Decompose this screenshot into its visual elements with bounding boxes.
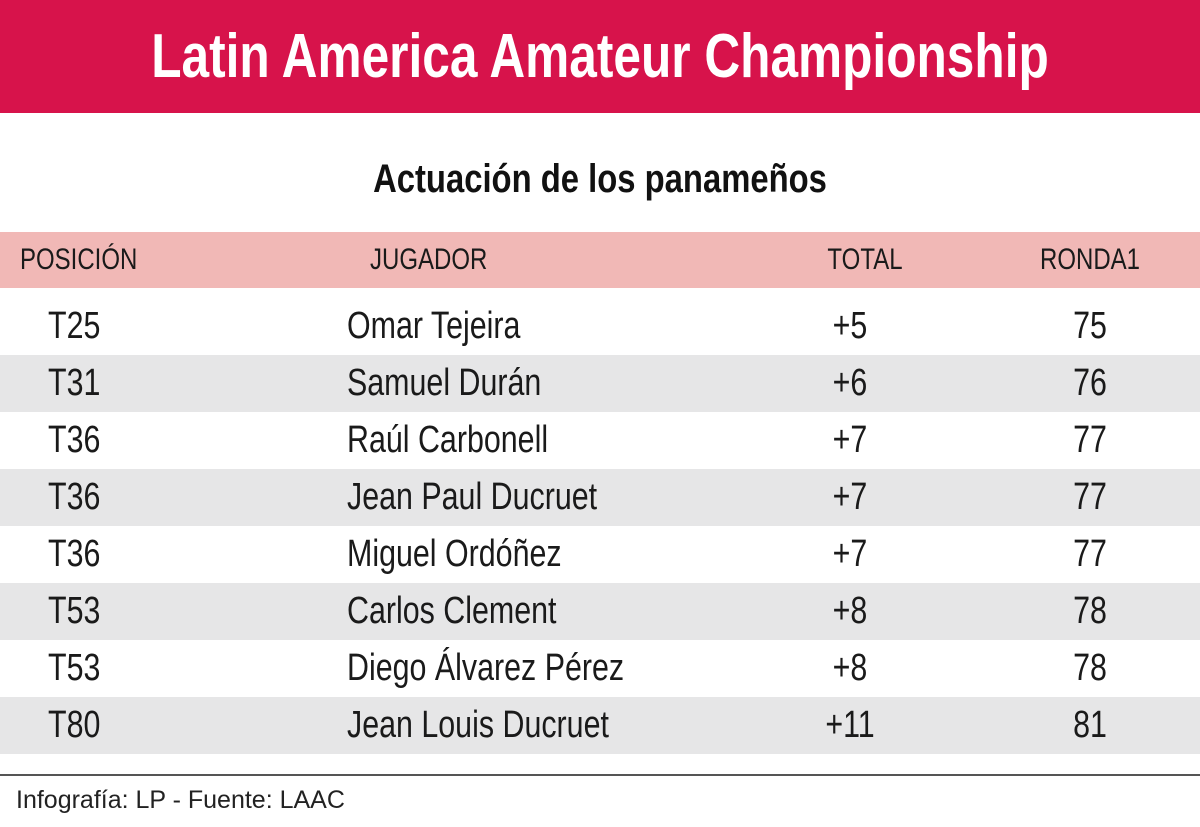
title: Latin America Amateur Championship <box>151 22 1049 91</box>
title-banner <box>0 0 1200 113</box>
table-cell: T53 <box>48 647 101 689</box>
table-cell: T31 <box>48 362 101 404</box>
column-header: POSICIÓN <box>20 243 138 276</box>
table-row: T25 Omar Tejeira +5 75 <box>0 298 1200 355</box>
table-row: T36 Jean Paul Ducruet +7 77 <box>0 469 1200 526</box>
table-cell: T36 <box>48 533 101 575</box>
table-cell: Diego Álvarez Pérez <box>347 647 625 689</box>
table-cell: +11 <box>825 704 875 746</box>
table-cell: 78 <box>1073 647 1107 689</box>
table-cell: +7 <box>832 533 868 575</box>
table-row: T36 Raúl Carbonell +7 77 <box>0 412 1200 469</box>
table-header: POSICIÓN JUGADOR TOTAL RONDA1 <box>0 232 1200 288</box>
table-row: T80 Jean Louis Ducruet +11 81 <box>0 697 1200 754</box>
table-cell: T36 <box>48 476 101 518</box>
subtitle: Actuación de los panameños <box>373 157 827 201</box>
table-cell: +6 <box>832 362 868 404</box>
column-header: TOTAL <box>827 243 903 276</box>
table-cell: +8 <box>832 647 868 689</box>
footer-rule <box>0 774 1200 776</box>
table-cell: T36 <box>48 419 101 461</box>
table-row: T36 Miguel Ordóñez +7 77 <box>0 526 1200 583</box>
table-cell: 81 <box>1073 704 1107 746</box>
table-cell: 77 <box>1073 533 1107 575</box>
table-cell: Miguel Ordóñez <box>347 533 562 575</box>
table-cell: T53 <box>48 590 101 632</box>
column-header: RONDA1 <box>1039 243 1141 276</box>
column-header: JUGADOR <box>370 243 488 276</box>
table-cell: Omar Tejeira <box>347 305 521 347</box>
table-row: T53 Carlos Clement +8 78 <box>0 583 1200 640</box>
table-row: T53 Diego Álvarez Pérez +8 78 <box>0 640 1200 697</box>
table-cell: 75 <box>1073 305 1107 347</box>
table-cell: T25 <box>48 305 101 347</box>
table-cell: +5 <box>832 305 868 347</box>
table-cell: 78 <box>1073 590 1107 632</box>
table-cell: Samuel Durán <box>347 362 542 404</box>
table-cell: Raúl Carbonell <box>347 419 549 461</box>
table-cell: +8 <box>832 590 868 632</box>
table-row: T31 Samuel Durán +6 76 <box>0 355 1200 412</box>
table-cell: Jean Louis Ducruet <box>347 704 609 746</box>
table-cell: +7 <box>832 419 868 461</box>
table-cell: 77 <box>1073 419 1107 461</box>
footer-credit: Infografía: LP - Fuente: LAAC <box>16 786 345 814</box>
table-cell: 76 <box>1073 362 1107 404</box>
table-cell: 77 <box>1073 476 1107 518</box>
table-cell: Carlos Clement <box>347 590 557 632</box>
table-cell: T80 <box>48 704 101 746</box>
table-cell: Jean Paul Ducruet <box>347 476 598 518</box>
table-cell: +7 <box>832 476 868 518</box>
